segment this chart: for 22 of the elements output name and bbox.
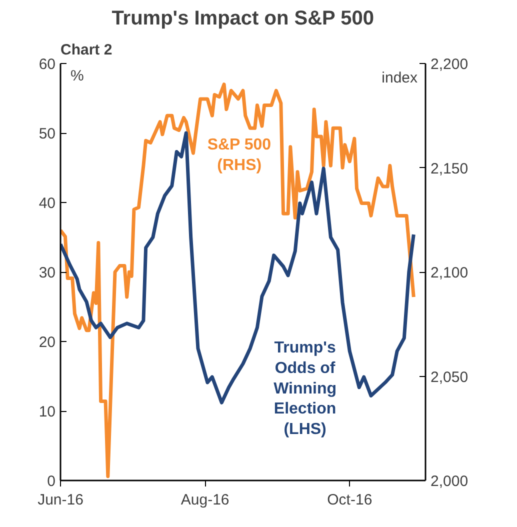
y-tick-label: 60 (38, 56, 56, 73)
line-series (60, 82, 416, 478)
y2-tick-label: 2,100 (430, 264, 468, 282)
y2-tick-label: 2,200 (430, 56, 468, 73)
y2-tick-label: 2,150 (430, 160, 468, 178)
y-tick-label: 30 (38, 264, 56, 282)
y2-axis-title: index (382, 70, 418, 86)
x-tick-label: Oct-16 (327, 492, 372, 508)
y-tick-label: 40 (38, 195, 56, 212)
x-tick-label: Jun-16 (38, 492, 84, 508)
chart-title: Trump's Impact on S&P 500 (112, 8, 374, 30)
y-tick-label: 20 (38, 334, 56, 351)
y2-tick-label: 2,000 (430, 473, 468, 490)
y2-tick-label: 2,050 (430, 368, 468, 386)
y-tick-label: 0 (47, 473, 56, 490)
caption: Chart 2 (60, 42, 112, 58)
series-label: Trump's Odds of Winning Election (LHS) (274, 339, 337, 438)
series-label: S&P 500 (RHS) (207, 136, 272, 174)
y-tick-label: 50 (38, 126, 56, 142)
x-tick-label: Aug-16 (180, 492, 230, 508)
y-tick-label: 10 (38, 404, 56, 420)
y-axis-title: % (70, 68, 84, 84)
